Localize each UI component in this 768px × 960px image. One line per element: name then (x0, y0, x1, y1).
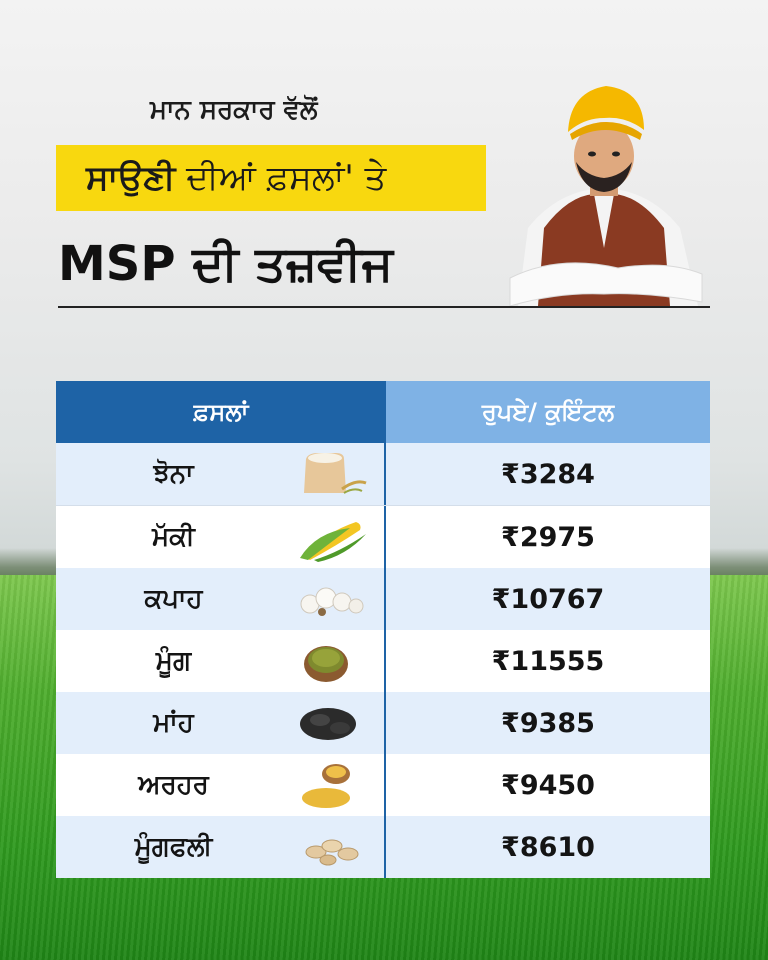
black-gram-icon (300, 708, 356, 740)
crop-name: ਝੋਨਾ (153, 458, 194, 489)
page-title: MSP ਦੀ ਤਜ਼ਵੀਜ (58, 236, 394, 292)
price-cell: ₹11555 (386, 630, 710, 692)
crop-cell: ਮਾਂਹ (56, 692, 386, 754)
table-row: ਮੱਕੀ ₹2975 (56, 505, 710, 568)
table-row: ਝੋਨਾ ₹3284 (56, 443, 710, 505)
table-row: ਅਰਹਰ ₹9450 (56, 753, 710, 816)
column-header-price: ਰੁਪਏ/ ਕੁਇੰਟਲ (386, 381, 710, 443)
table-header: ਫ਼ਸਲਾਂ ਰੁਪਏ/ ਕੁਇੰਟਲ (56, 381, 710, 443)
table-row: ਕਪਾਹ ₹10767 (56, 567, 710, 630)
highlight-heading: ਸਾਉਣੀ ਦੀਆਂ ਫ਼ਸਲਾਂ' ਤੇ (86, 150, 476, 206)
subtitle: ਮਾਨ ਸਰਕਾਰ ਵੱਲੋਂ (150, 95, 318, 125)
crop-name: ਅਰਹਰ (138, 769, 209, 800)
corn-icon (300, 522, 366, 562)
peanut-icon (305, 839, 359, 866)
crop-name: ਮੱਕੀ (152, 521, 195, 552)
crop-name: ਕਪਾਹ (144, 583, 203, 614)
crop-cell: ਝੋਨਾ (56, 443, 386, 505)
crop-cell: ਮੱਕੀ (56, 506, 386, 568)
crop-name: ਮੂੰਗਫਲੀ (134, 831, 213, 862)
title-divider (58, 306, 710, 308)
moong-bowl-icon (304, 646, 348, 682)
arhar-dal-icon (302, 764, 350, 808)
crop-name: ਮੂੰਗ (155, 645, 192, 676)
msp-table: ਫ਼ਸਲਾਂ ਰੁਪਏ/ ਕੁਇੰਟਲ ਝੋਨਾ ₹3284 ਮੱਕੀ ₹297… (56, 381, 710, 878)
price-cell: ₹8610 (386, 816, 710, 878)
cotton-icon (300, 587, 364, 616)
price-cell: ₹9385 (386, 692, 710, 754)
title-highlight-bar (56, 145, 486, 211)
highlight-bold-word: ਸਾਉਣੀ (86, 158, 176, 198)
table-row: ਮਾਂਹ ₹9385 (56, 691, 710, 754)
highlight-rest: ਦੀਆਂ ਫ਼ਸਲਾਂ' ਤੇ (175, 158, 387, 198)
crop-cell: ਅਰਹਰ (56, 754, 386, 816)
price-cell: ₹2975 (386, 506, 710, 568)
crop-cell: ਕਪਾਹ (56, 568, 386, 630)
price-cell: ₹10767 (386, 568, 710, 630)
table-row: ਮੂੰਗਫਲੀ ₹8610 (56, 815, 710, 878)
price-cell: ₹3284 (386, 443, 710, 505)
table-row: ਮੂੰਗ ₹11555 (56, 629, 710, 692)
crop-cell: ਮੂੰਗ (56, 630, 386, 692)
crop-name: ਮਾਂਹ (153, 707, 194, 738)
crop-cell: ਮੂੰਗਫਲੀ (56, 816, 386, 878)
rice-sack-icon (304, 453, 367, 494)
column-header-crop: ਫ਼ਸਲਾਂ (56, 381, 386, 443)
leader-portrait (509, 86, 703, 306)
price-cell: ₹9450 (386, 754, 710, 816)
